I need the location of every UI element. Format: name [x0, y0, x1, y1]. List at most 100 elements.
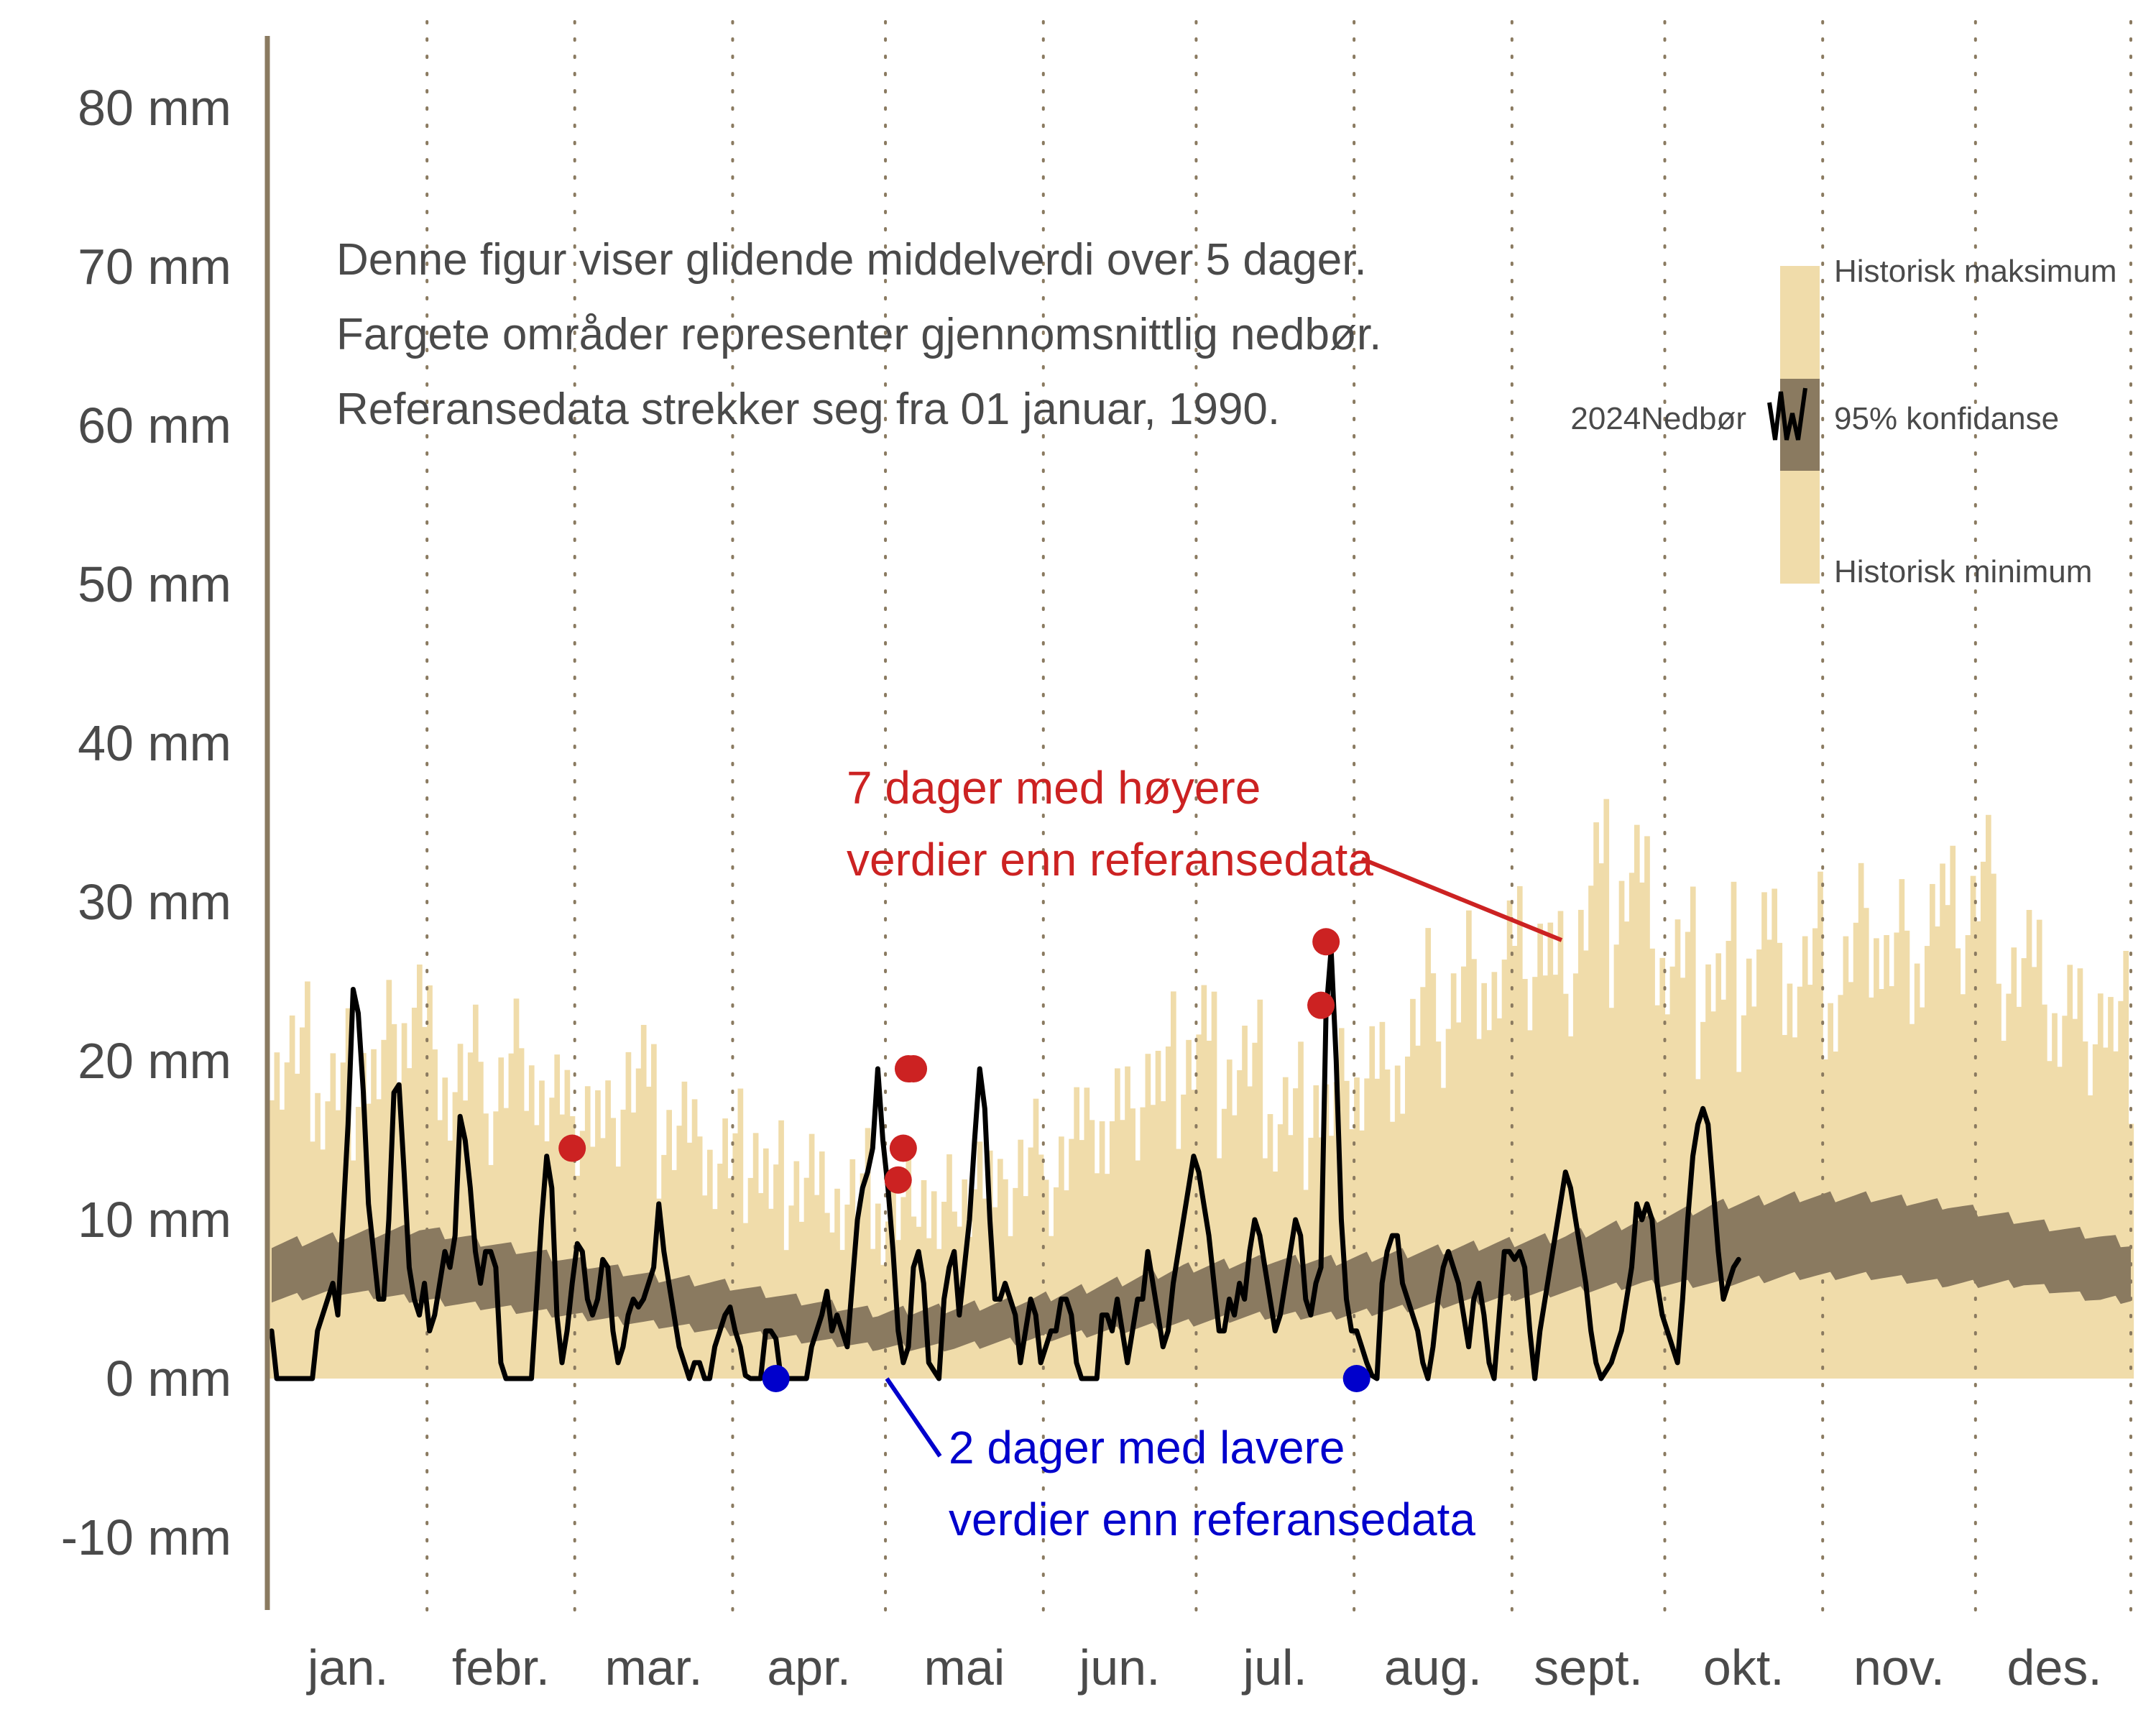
history-bar [1613, 944, 1620, 1379]
history-bar [885, 1221, 891, 1379]
history-bar [757, 1192, 764, 1379]
history-bar [1053, 1187, 1059, 1379]
history-bar [442, 1077, 448, 1379]
history-bar [289, 1015, 295, 1379]
history-bar [686, 1142, 693, 1379]
legend-ci-label: 95% konfidanse [1834, 401, 2059, 436]
month-label: okt. [1703, 1639, 1784, 1696]
history-bar [1593, 822, 1599, 1379]
history-bar [1628, 873, 1635, 1379]
history-bar [1705, 964, 1711, 1379]
history-bar [559, 1114, 566, 1379]
history-bar [2067, 965, 2073, 1379]
history-bar [1970, 875, 1976, 1379]
history-bar [1389, 1121, 1396, 1379]
history-bar [1435, 1041, 1442, 1379]
high-annotation-leader [1360, 857, 1563, 942]
month-label: des. [2007, 1639, 2102, 1696]
history-bar [1634, 824, 1640, 1379]
month-label: nov. [1853, 1639, 1945, 1696]
history-bar [1567, 1036, 1574, 1379]
history-bar [640, 1024, 647, 1379]
history-bar [1522, 979, 1528, 1379]
history-bar [1843, 936, 1849, 1379]
low-annotation-leader [885, 1377, 942, 1458]
history-bar [1277, 1124, 1284, 1379]
history-bar [1191, 1090, 1197, 1379]
history-bar [1247, 1086, 1253, 1379]
history-bar [2011, 947, 2017, 1379]
history-bar [788, 1205, 795, 1379]
history-bar [1965, 935, 1971, 1379]
month-label: apr. [767, 1639, 851, 1696]
history-bar [1125, 1066, 1130, 1379]
history-bar [416, 964, 423, 1379]
history-bar [1506, 900, 1513, 1379]
history-bar [1445, 1029, 1452, 1379]
history-bar [1282, 1077, 1289, 1379]
history-bar [768, 1208, 774, 1379]
history-bar [1135, 1160, 1141, 1379]
history-bar [1644, 836, 1650, 1379]
history-bar [1674, 919, 1681, 1379]
y-tick-label: 60 mm [78, 397, 231, 454]
history-bar [274, 1052, 280, 1379]
history-bar [2108, 997, 2114, 1379]
history-bar [305, 981, 310, 1379]
history-bar [717, 1164, 723, 1379]
history-bar [1496, 1018, 1503, 1379]
history-bar [1894, 932, 1900, 1379]
history-bar [498, 1057, 505, 1379]
history-bar [1486, 1030, 1493, 1379]
history-bar [645, 1086, 652, 1379]
history-bar [906, 1154, 912, 1379]
history-bar [727, 1178, 734, 1379]
history-bar [1889, 986, 1895, 1379]
history-bar [569, 1116, 576, 1379]
history-bar [819, 1151, 825, 1379]
history-bar [763, 1148, 769, 1379]
history-bar [1145, 1054, 1151, 1379]
high-point-marker [889, 1134, 917, 1162]
low-annotation-line-2: verdier enn referansedata [949, 1494, 1475, 1545]
history-bar [1043, 1179, 1049, 1379]
history-bar [564, 1070, 571, 1379]
history-bar [371, 1049, 377, 1379]
history-bar [1746, 958, 1752, 1379]
history-bar [1787, 983, 1793, 1379]
history-bar [1812, 928, 1818, 1379]
history-bar [844, 1204, 851, 1379]
history-bar [1033, 1098, 1039, 1379]
history-bar [1130, 1108, 1135, 1379]
history-bar [1440, 1087, 1447, 1379]
history-bar [916, 1226, 922, 1379]
history-bar [1557, 911, 1564, 1379]
history-bar [1930, 883, 1935, 1379]
y-tick-label: -10 mm [61, 1509, 231, 1565]
low-point-marker [1342, 1365, 1370, 1392]
history-bar [1455, 1022, 1462, 1379]
month-label: jun. [1078, 1639, 1161, 1696]
history-bar [1109, 1121, 1115, 1379]
history-bar [1527, 1030, 1533, 1379]
history-bar [554, 1054, 561, 1379]
history-bar [315, 1092, 321, 1379]
note-line-3: Referansedata strekker seg fra 01 januar… [336, 385, 1280, 434]
history-bar [1450, 973, 1457, 1379]
history-bar [1221, 1108, 1227, 1379]
history-bar [2021, 958, 2027, 1379]
history-bar [1481, 983, 1488, 1379]
series-line [269, 947, 1741, 1381]
history-bar [1430, 973, 1437, 1379]
y-tick-label: 10 mm [78, 1192, 231, 1248]
history-bar [1955, 948, 1961, 1379]
history-bar [2031, 967, 2037, 1379]
history-bar [294, 1073, 300, 1379]
high-point-marker [558, 1134, 586, 1162]
history-bar [1394, 1065, 1401, 1379]
history-bar [1924, 946, 1930, 1379]
history-bar [1797, 986, 1803, 1379]
history-bar [1940, 863, 1945, 1379]
history-bar [1298, 1041, 1304, 1379]
y-tick-label: 50 mm [78, 556, 231, 612]
